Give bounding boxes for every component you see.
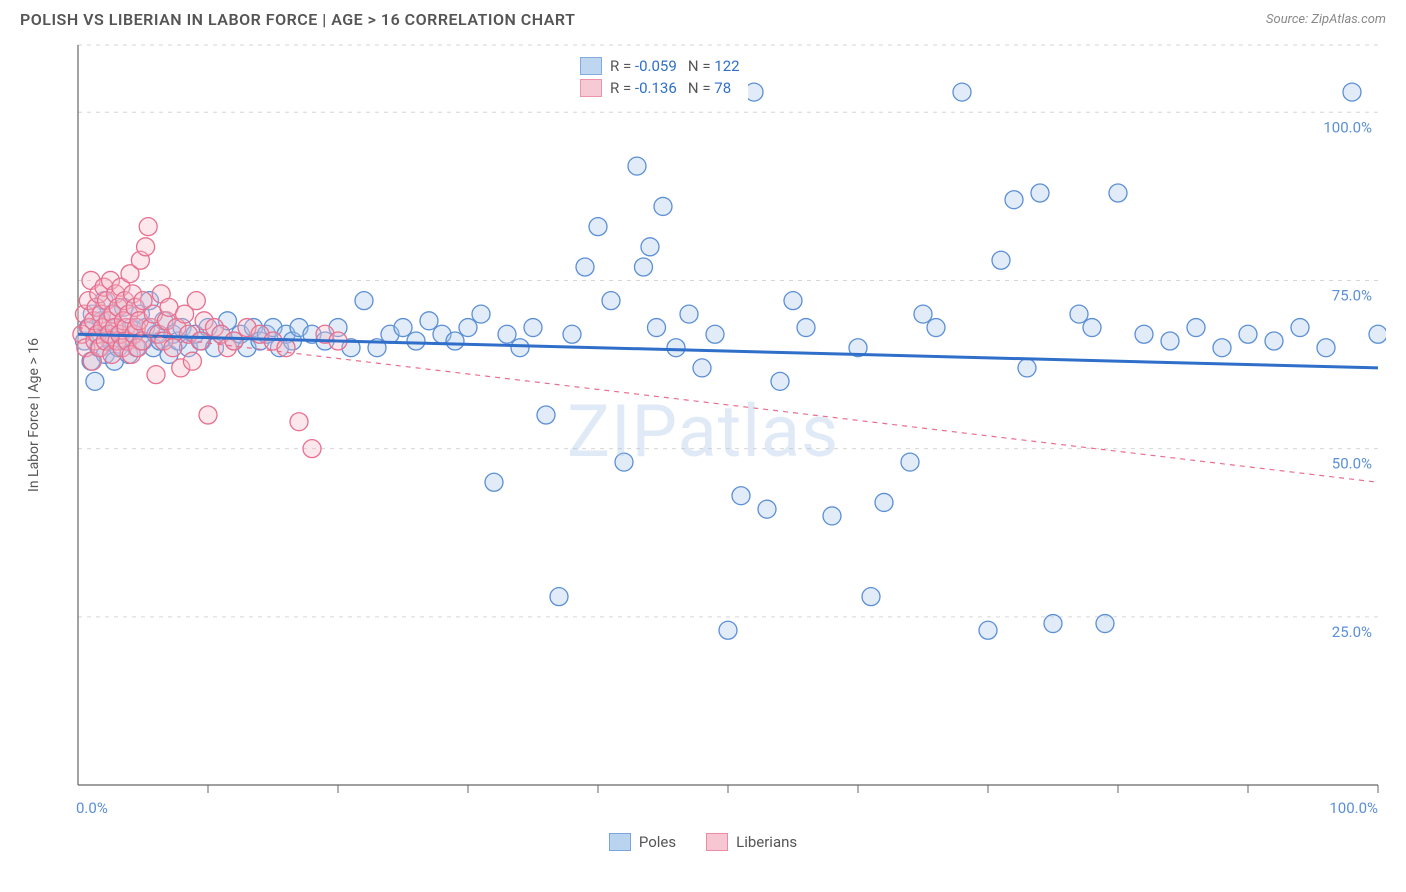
legend-label: Poles: [639, 833, 676, 851]
r-legend-row: R = -0.059 N = 122: [580, 57, 740, 75]
svg-text:25.0%: 25.0%: [1332, 623, 1372, 641]
chart-title: POLISH VS LIBERIAN IN LABOR FORCE | AGE …: [20, 10, 575, 29]
legend-label: Liberians: [736, 833, 797, 851]
series-legend: Poles Liberians: [0, 833, 1406, 851]
svg-text:0.0%: 0.0%: [76, 799, 108, 817]
legend-swatch: [609, 833, 631, 851]
r-legend-text: R = -0.136 N = 78: [610, 79, 731, 97]
r-legend-row: R = -0.136 N = 78: [580, 79, 740, 97]
svg-text:100.0%: 100.0%: [1329, 799, 1378, 817]
r-legend-text: R = -0.059 N = 122: [610, 57, 740, 75]
legend-swatch: [580, 79, 602, 97]
legend-item: Poles: [609, 833, 676, 851]
svg-text:In Labor Force | Age > 16: In Labor Force | Age > 16: [26, 338, 42, 492]
legend-swatch: [706, 833, 728, 851]
svg-text:100.0%: 100.0%: [1323, 118, 1372, 136]
legend-item: Liberians: [706, 833, 797, 851]
chart-container: 25.0% 50.0% 75.0% 100.0% In Labor Force | Ag…: [20, 35, 1386, 825]
correlation-legend: R = -0.059 N = 122 R = -0.136 N = 78: [572, 53, 748, 101]
scatter-chart: 25.0% 50.0% 75.0% 100.0% In Labor Force | Ag…: [20, 35, 1386, 825]
legend-swatch: [580, 57, 602, 75]
source-label: Source: ZipAtlas.com: [1266, 12, 1386, 27]
svg-text:75.0%: 75.0%: [1332, 286, 1372, 304]
svg-text:50.0%: 50.0%: [1332, 455, 1372, 473]
